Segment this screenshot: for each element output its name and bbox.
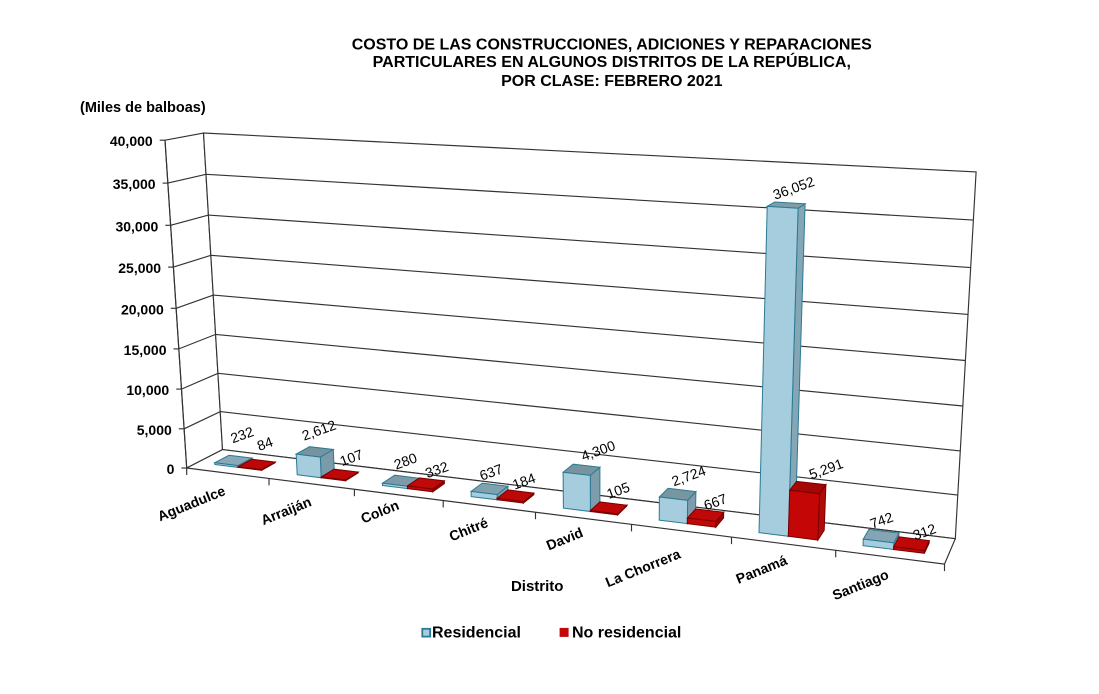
svg-text:312: 312 [911,520,939,543]
svg-text:280: 280 [392,449,420,472]
svg-text:84: 84 [255,433,275,453]
svg-text:Residencial: Residencial [432,625,521,642]
svg-text:COSTO DE LAS CONSTRUCCIONES, A: COSTO DE LAS CONSTRUCCIONES, ADICIONES Y… [352,36,872,53]
svg-text:107: 107 [338,446,366,469]
svg-text:742: 742 [868,509,896,532]
svg-text:No residencial: No residencial [572,625,681,642]
svg-text:30,000: 30,000 [115,218,158,234]
svg-text:232: 232 [228,423,256,446]
svg-text:40,000: 40,000 [110,133,153,149]
svg-text:15,000: 15,000 [124,342,167,358]
svg-text:(Miles de balboas): (Miles de balboas) [80,100,206,116]
svg-text:5,000: 5,000 [137,422,172,438]
svg-text:667: 667 [702,490,730,513]
svg-text:35,000: 35,000 [113,176,156,192]
svg-text:10,000: 10,000 [126,382,169,398]
svg-text:POR CLASE: FEBRERO 2021: POR CLASE: FEBRERO 2021 [501,73,722,90]
svg-text:PARTICULARES EN ALGUNOS DISTRI: PARTICULARES EN ALGUNOS DISTRITOS DE LA … [373,52,851,71]
svg-text:0: 0 [167,461,175,477]
svg-text:105: 105 [604,479,632,502]
svg-text:Distrito: Distrito [511,578,564,595]
svg-text:332: 332 [423,458,451,481]
svg-text:25,000: 25,000 [118,260,161,276]
svg-text:20,000: 20,000 [121,301,164,317]
svg-text:637: 637 [477,461,505,484]
svg-text:184: 184 [510,470,538,493]
